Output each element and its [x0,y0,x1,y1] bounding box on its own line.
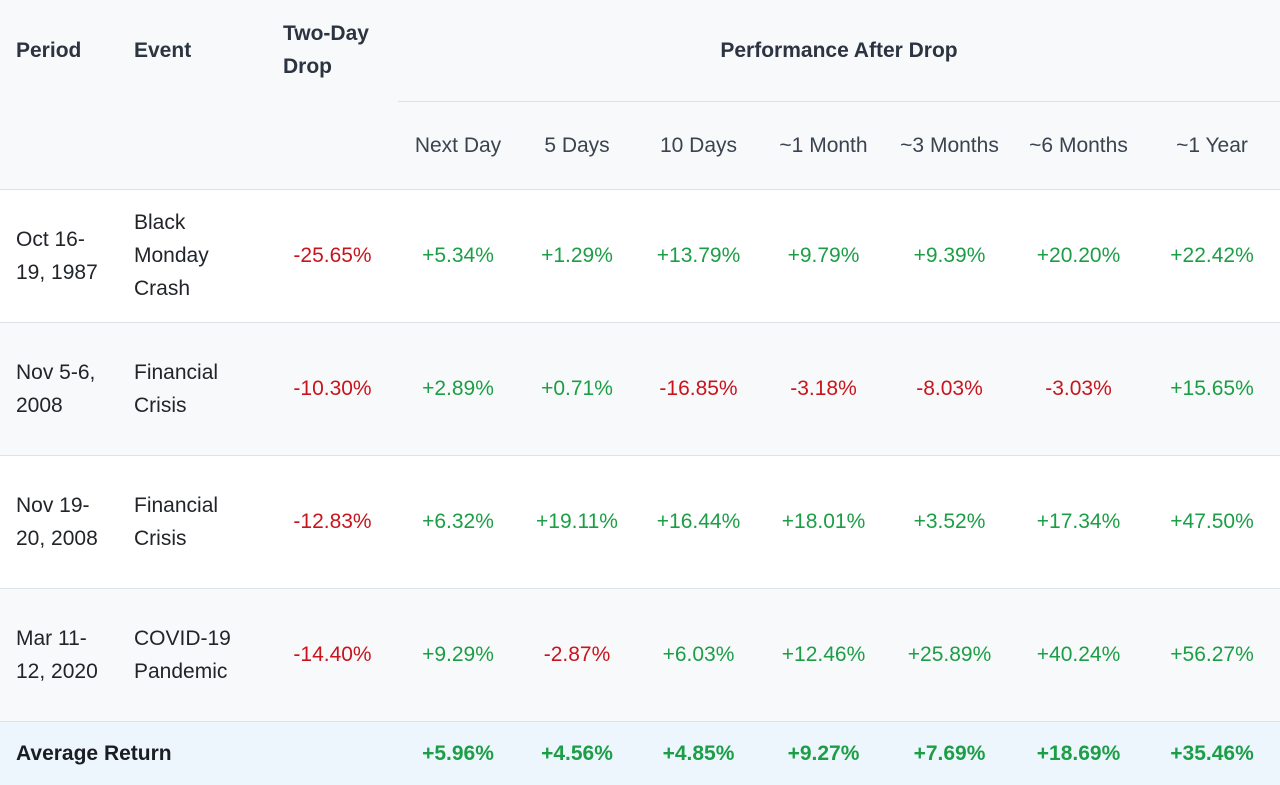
column-header-two-day-drop: Two-Day Drop [267,0,398,190]
average-cell-1-year: +35.46% [1170,741,1254,765]
column-header-5-days: 5 Days [518,101,636,190]
drop-cell: -25.65% [267,189,398,323]
period-cell: Nov 5-6, 2008 [0,322,118,456]
return-cell-1-year: +22.42% [1144,189,1280,323]
average-return-row: Average Return +5.96% +4.56% +4.85% +9.2… [0,721,1280,785]
column-header-performance-after-drop: Performance After Drop [398,0,1280,102]
event-cell: Black Monday Crash [118,189,267,323]
column-header-next-day: Next Day [398,101,518,190]
header-row-sub: Next Day 5 Days 10 Days ~1 Month ~3 Mont… [0,101,1280,190]
period-cell: Oct 16-19, 1987 [0,189,118,323]
return-cell-6-months: -3.03% [1013,322,1144,456]
event-cell: Financial Crisis [118,455,267,589]
return-cell-6-months: +40.24% [1013,588,1144,722]
return-cell-1-month: +12.46% [761,588,886,722]
event-cell: Financial Crisis [118,322,267,456]
drop-cell: -12.83% [267,455,398,589]
column-header-3-months: ~3 Months [886,101,1013,190]
table-row: Nov 5-6, 2008 Financial Crisis -10.30% +… [0,322,1280,456]
drop-cell: -14.40% [267,588,398,722]
return-cell-10-days: +6.03% [636,588,761,722]
period-cell: Mar 11-12, 2020 [0,588,118,722]
average-cell-next-day: +5.96% [422,741,494,765]
return-cell-next-day: +2.89% [398,322,518,456]
return-cell-10-days: +16.44% [636,455,761,589]
table-row: Mar 11-12, 2020 COVID-19 Pandemic -14.40… [0,588,1280,722]
return-cell-1-year: +15.65% [1144,322,1280,456]
return-cell-3-months: +3.52% [886,455,1013,589]
average-cell-1-month: +9.27% [787,741,860,765]
average-cell-10-days: +4.85% [662,741,735,765]
return-cell-5-days: +0.71% [518,322,636,456]
column-header-period: Period [0,0,118,190]
column-header-10-days: 10 Days [636,101,761,190]
return-cell-3-months: +9.39% [886,189,1013,323]
average-return-label: Average Return [16,741,172,765]
return-cell-next-day: +5.34% [398,189,518,323]
return-cell-1-year: +47.50% [1144,455,1280,589]
average-cell-3-months: +7.69% [913,741,986,765]
return-cell-5-days: +1.29% [518,189,636,323]
average-cell-5-days: +4.56% [541,741,613,765]
drop-cell: -10.30% [267,322,398,456]
column-header-event: Event [118,0,267,190]
return-cell-6-months: +17.34% [1013,455,1144,589]
return-cell-1-month: +9.79% [761,189,886,323]
event-cell: COVID-19 Pandemic [118,588,267,722]
return-cell-6-months: +20.20% [1013,189,1144,323]
return-cell-3-months: -8.03% [886,322,1013,456]
column-header-1-year: ~1 Year [1144,101,1280,190]
return-cell-5-days: +19.11% [518,455,636,589]
return-cell-1-year: +56.27% [1144,588,1280,722]
return-cell-1-month: +18.01% [761,455,886,589]
period-cell: Nov 19-20, 2008 [0,455,118,589]
return-cell-10-days: -16.85% [636,322,761,456]
return-cell-next-day: +6.32% [398,455,518,589]
return-cell-3-months: +25.89% [886,588,1013,722]
table-row: Oct 16-19, 1987 Black Monday Crash -25.6… [0,189,1280,323]
column-header-6-months: ~6 Months [1013,101,1144,190]
return-cell-1-month: -3.18% [761,322,886,456]
table-row: Nov 19-20, 2008 Financial Crisis -12.83%… [0,455,1280,589]
return-cell-5-days: -2.87% [518,588,636,722]
header-row-main: Period Event Two-Day Drop Performance Af… [0,0,1280,190]
return-cell-next-day: +9.29% [398,588,518,722]
column-header-1-month: ~1 Month [761,101,886,190]
average-cell-6-months: +18.69% [1036,741,1121,765]
return-cell-10-days: +13.79% [636,189,761,323]
